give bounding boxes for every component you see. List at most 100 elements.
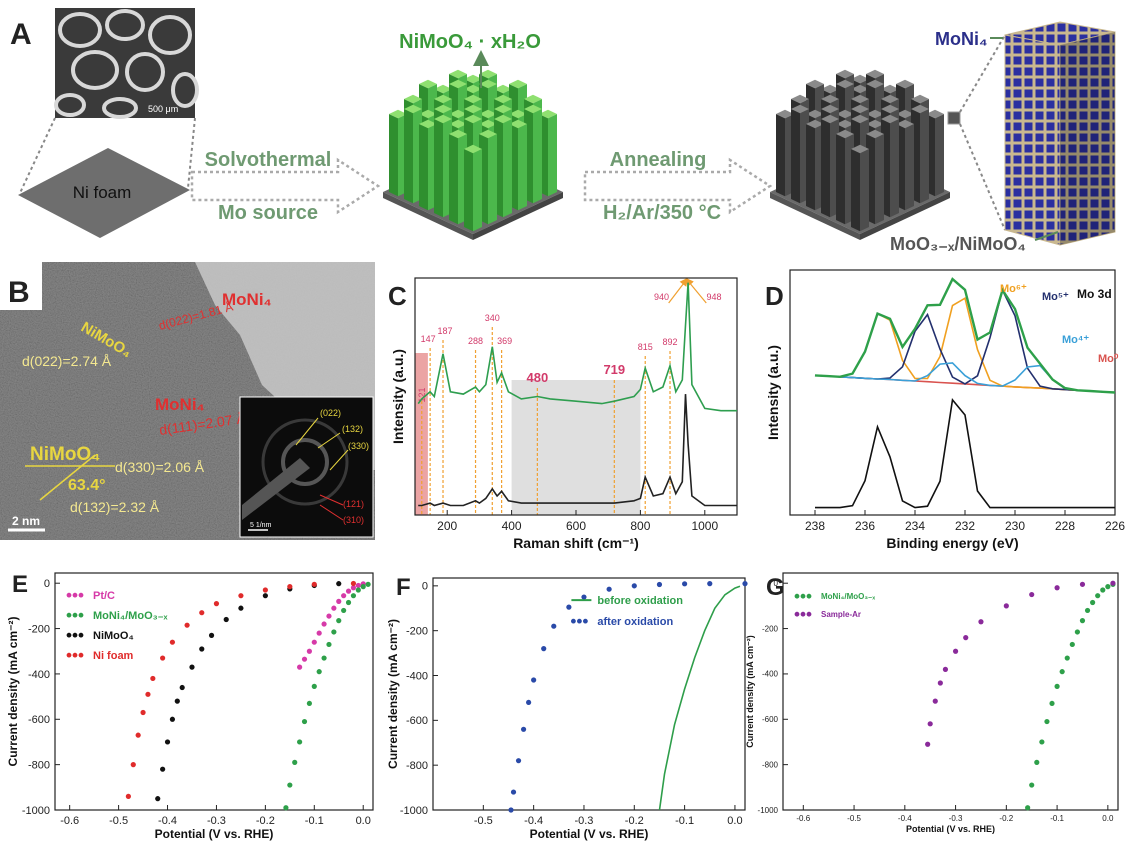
x-tick-label: 234 [905, 519, 925, 533]
panel-label: A [10, 18, 32, 51]
pillar-top [836, 79, 854, 89]
legend-label: before oxidation [597, 595, 683, 607]
legend-label: after oxidation [597, 616, 673, 628]
pillar-face [518, 124, 527, 211]
y-tick-label: -600 [28, 714, 50, 726]
data-point [145, 691, 151, 697]
spot-label: (330) [348, 441, 369, 451]
x-tick-label: -0.3 [949, 814, 963, 823]
data-point [292, 759, 298, 765]
data-point [321, 655, 327, 661]
pillar-top [524, 94, 542, 104]
pillar-face [449, 134, 458, 225]
y-axis-label: Intensity (a.u.) [765, 345, 781, 440]
phase-label: MoO₃₋ₓ/NiMoO₄ [890, 234, 1026, 254]
y-tick-label: -400 [762, 670, 779, 679]
data-point [360, 584, 366, 590]
pillar-top [479, 119, 497, 129]
step-label: Solvothermal [205, 149, 332, 171]
zoom-line [19, 117, 56, 194]
legend-label: NiMoO₄ [93, 630, 134, 642]
data-point [978, 619, 984, 625]
legend-marker [78, 652, 84, 658]
data-point [169, 639, 176, 645]
data-point [350, 593, 357, 599]
data-point [925, 741, 931, 747]
data-point [301, 656, 308, 662]
x-tick-label: -0.2 [256, 815, 275, 827]
legend-label: Sample-Ar [821, 610, 861, 619]
data-point [301, 718, 308, 725]
annotation-label: 940 [654, 292, 669, 302]
x-axis-label: Potential (V vs. RHE) [530, 827, 649, 841]
array-base-side [770, 192, 860, 240]
y-tick-label: -800 [762, 760, 779, 769]
pillar-top [404, 104, 422, 114]
data-point [316, 669, 322, 675]
x-tick-label: -0.3 [574, 815, 593, 827]
annotation-label: 480 [527, 370, 549, 385]
data-point [1029, 782, 1035, 788]
data-point [927, 721, 933, 727]
pillar-top [896, 109, 914, 119]
pillar-top [806, 79, 824, 89]
pillar-top [464, 104, 482, 114]
pillar-top [419, 119, 437, 129]
pillar-face [503, 119, 512, 218]
data-point [326, 641, 332, 648]
pillar-top [509, 109, 527, 119]
pillar-face [821, 119, 830, 218]
pillar-face [920, 109, 929, 204]
pillar-top [836, 119, 854, 129]
x-tick-label: -0.1 [675, 815, 694, 827]
plot-frame [432, 577, 746, 811]
data-point [150, 675, 156, 682]
data-point [306, 700, 312, 707]
y-tick-label: -1000 [400, 805, 428, 817]
data-point [336, 581, 342, 587]
annotation-label: 147 [421, 334, 436, 344]
annotation-label: 719 [603, 362, 625, 377]
legend-marker [794, 611, 800, 617]
pillar-top [509, 79, 527, 89]
data-point [208, 632, 215, 638]
phase-label: MoNi₄ [155, 395, 205, 414]
x-tick-label: 0.0 [356, 815, 371, 827]
data-point [937, 680, 943, 686]
pillar-top [449, 69, 467, 79]
plot-frame [782, 572, 1119, 811]
x-tick-label: 200 [437, 519, 457, 533]
pillar-top [881, 114, 899, 124]
spot-label: (132) [342, 424, 363, 434]
spot-label: (310) [343, 515, 364, 525]
pillar-top [866, 109, 884, 119]
pillar-top [389, 109, 407, 119]
pillar-top [464, 144, 482, 154]
pillar-top [851, 114, 869, 124]
pillar-face [419, 124, 428, 211]
y-tick-label: -200 [28, 623, 50, 635]
data-point [656, 581, 663, 588]
legend-marker [78, 632, 84, 638]
panel-a: A 500 μm Ni foam Solvothermal Mo source … [10, 8, 1116, 254]
data-point [707, 581, 713, 587]
data-point [262, 593, 268, 599]
pillar-top [806, 119, 824, 129]
data-point [1069, 641, 1075, 648]
data-point [932, 698, 938, 704]
pillar-top [449, 119, 467, 129]
pillar-top [836, 109, 854, 119]
pillar-face [434, 119, 443, 218]
label-box [0, 262, 42, 310]
legend-marker [794, 593, 800, 599]
pillar-top [464, 84, 482, 94]
legend-marker [72, 592, 78, 598]
pillar-top [821, 94, 839, 104]
data-point [297, 739, 303, 745]
array-base-side [383, 192, 473, 240]
array-base-side [860, 192, 950, 240]
annotation-label: 187 [437, 326, 452, 336]
data-point [963, 635, 969, 641]
data-point [184, 622, 190, 628]
